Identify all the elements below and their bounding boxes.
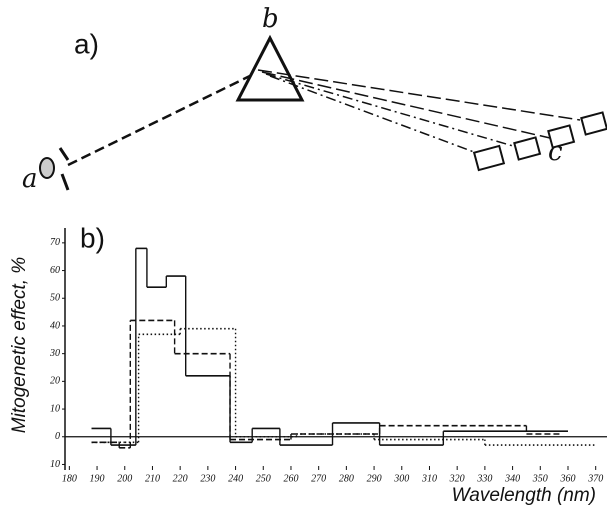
x-tick-label: 340 [504,473,520,484]
x-tick-label: 360 [559,473,575,484]
y-tick-label: 10 [50,459,60,470]
x-tick-label: 310 [421,473,437,484]
x-tick-label: 320 [449,473,465,484]
y-tick-label: 10 [50,403,60,414]
prism-label: b [262,4,279,34]
detector [472,144,506,172]
detector [513,136,542,161]
x-axis-label: Wavelength (nm) [452,485,596,506]
x-tick-label: 220 [173,473,188,484]
x-tick-label: 180 [62,473,77,484]
ray [269,75,483,156]
source-label: a [22,164,38,194]
x-tick-label: 230 [200,473,215,484]
x-tick-label: 260 [283,473,298,484]
slit [60,173,70,191]
x-tick-label: 300 [393,473,409,484]
detector-label: c [548,137,563,167]
x-tick-label: 240 [228,473,243,484]
y-tick-label: 30 [49,348,60,359]
x-tick-label: 330 [476,473,492,484]
y-tick-label: 40 [50,320,60,331]
panel-label: a) [74,28,99,59]
y-tick-label: 20 [50,376,60,387]
incident-beam [67,70,259,167]
y-tick-label: 50 [50,293,60,304]
x-tick-label: 280 [339,473,354,484]
x-tick-label: 270 [311,473,326,484]
detector [580,111,607,136]
ray [261,71,551,139]
slit [58,147,70,161]
panel-label: b) [80,222,105,253]
ray [257,69,581,121]
y-tick-label: 60 [50,265,60,276]
y-tick-label: 0 [55,431,60,442]
y-tick-label: 70 [50,237,60,248]
x-tick-label: 370 [587,473,603,484]
x-tick-label: 200 [117,473,132,484]
source [39,157,55,179]
x-tick-label: 350 [532,473,548,484]
prism [235,34,305,102]
diagram [39,34,607,191]
x-tick-label: 290 [367,473,382,484]
y-axis-label: Mitogenetic effect, % [9,257,30,433]
detector [547,124,576,149]
x-tick-label: 190 [90,473,105,484]
x-tick-label: 210 [145,473,160,484]
ray [265,73,521,149]
x-tick-label: 250 [256,473,271,484]
